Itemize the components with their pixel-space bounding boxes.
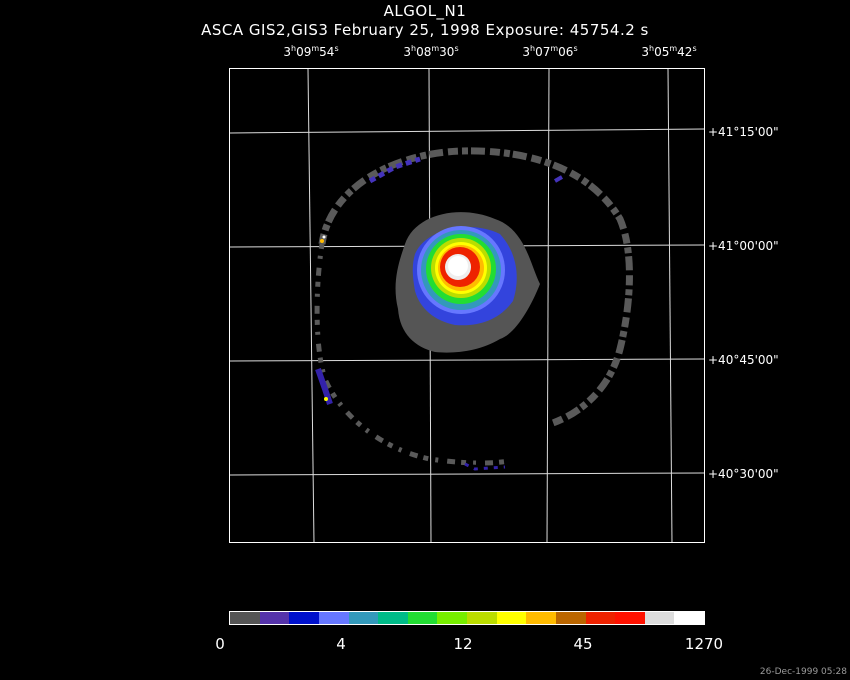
xray-image [230,69,704,542]
colorbar-label: 12 [453,635,473,653]
colorbar-segment [644,612,675,624]
colorbar-segment [289,612,319,624]
dec-tick-label: +40°30'00" [708,467,779,481]
colorbar-label: 1270 [684,635,724,653]
colorbar-label: 4 [336,635,346,653]
colorbar-segment [348,612,379,624]
dec-tick-label: +41°00'00" [708,239,779,253]
colorbar-segment [407,612,438,624]
colorbar-segment [230,612,260,624]
ra-tick-label: 3h09m54s [283,44,339,59]
ra-tick-label: 3h08m30s [403,44,459,59]
colorbar-segment [467,612,497,624]
color-scale-bar [229,611,705,625]
colorbar-segment [496,612,527,624]
colorbar-label: 45 [573,635,593,653]
colorbar-segment [526,612,556,624]
detector-ring [314,147,633,471]
ra-tick-label: 3h07m06s [522,44,578,59]
colorbar-segment [259,612,290,624]
colorbar-segment [615,612,645,624]
xray-image-panel[interactable] [229,68,705,543]
dec-tick-label: +40°45'00" [708,353,779,367]
colorbar-segment [555,612,586,624]
colorbar-segment [378,612,408,624]
colorbar-segment [585,612,616,624]
object-title: ALGOL_N1 [383,2,467,20]
colorbar-segment [674,612,704,624]
dec-tick-label: +41°15'00" [708,125,779,139]
xray-source [395,212,540,353]
colorbar-label: 0 [215,635,225,653]
colorbar-segment [437,612,467,624]
ra-tick-label: 3h05m42s [641,44,697,59]
timestamp: 26-Dec-1999 05:28 [759,667,847,677]
colorbar-segment [318,612,349,624]
observation-subtitle: ASCA GIS2,GIS3 February 25, 1998 Exposur… [201,21,649,39]
